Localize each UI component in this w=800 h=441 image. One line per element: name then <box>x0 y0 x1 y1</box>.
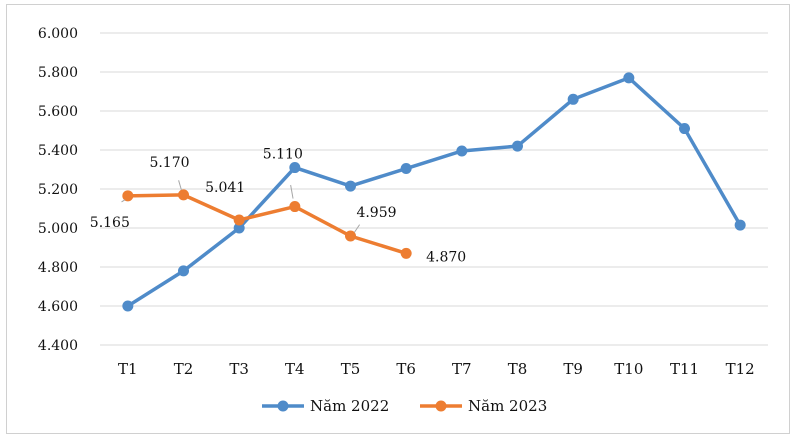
data-point <box>345 230 356 242</box>
x-tick-label: T3 <box>229 360 249 378</box>
data-point <box>400 247 412 259</box>
y-tick-label: 5.800 <box>38 65 78 81</box>
data-point <box>679 123 690 135</box>
x-tick-label: T8 <box>508 360 528 378</box>
data-point <box>456 145 468 157</box>
leader-line <box>353 224 361 233</box>
data-point <box>289 162 301 174</box>
x-tick-label: T2 <box>174 360 194 378</box>
data-point <box>567 93 579 105</box>
y-tick-label: 5.200 <box>38 182 78 198</box>
data-point <box>345 180 356 192</box>
leader-line <box>121 199 126 203</box>
x-tick-label: T9 <box>563 360 583 378</box>
y-tick-label: 4.600 <box>38 299 78 315</box>
data-point <box>178 265 189 277</box>
y-tick-label: 5.000 <box>38 221 78 237</box>
data-point <box>734 219 746 231</box>
y-tick-label: 6.000 <box>38 26 78 42</box>
x-tick-label: T12 <box>726 360 755 378</box>
y-tick-label: 5.400 <box>38 143 78 159</box>
x-tick-label: T7 <box>452 360 472 378</box>
data-label: 4.959 <box>356 205 396 221</box>
y-tick-label: 4.400 <box>38 338 78 354</box>
legend-item: Năm 2023 <box>420 397 547 415</box>
data-point <box>233 222 245 234</box>
x-tick-label: T1 <box>118 360 138 378</box>
leader-line <box>290 184 294 199</box>
data-point <box>512 140 523 152</box>
x-tick-label: T4 <box>285 360 305 378</box>
data-point <box>122 190 134 202</box>
legend-marker <box>277 400 289 412</box>
x-tick-label: T10 <box>614 360 643 378</box>
data-point <box>400 163 412 175</box>
data-label: 5.170 <box>149 155 189 171</box>
y-tick-label: 4.800 <box>38 260 78 276</box>
series-line-2 <box>127 193 407 256</box>
data-label: 4.870 <box>426 249 466 265</box>
data-label: 5.110 <box>263 147 303 163</box>
data-point <box>289 201 301 213</box>
data-label: 5.041 <box>205 180 245 196</box>
data-point <box>233 214 245 226</box>
series-line-1 <box>126 75 742 308</box>
data-point <box>623 72 635 84</box>
chart-frame <box>6 4 790 434</box>
x-tick-label: T11 <box>670 360 699 378</box>
legend-label: Năm 2022 <box>310 397 389 415</box>
leader-line <box>178 180 182 191</box>
data-point <box>122 300 134 312</box>
legend-item: Năm 2022 <box>262 397 389 415</box>
legend-label: Năm 2023 <box>468 397 547 415</box>
legend-marker <box>435 400 447 412</box>
x-tick-label: T6 <box>396 360 416 378</box>
x-tick-label: T5 <box>341 360 361 378</box>
data-label: 5.165 <box>90 215 130 231</box>
data-point <box>178 189 189 201</box>
y-tick-label: 5.600 <box>38 104 78 120</box>
